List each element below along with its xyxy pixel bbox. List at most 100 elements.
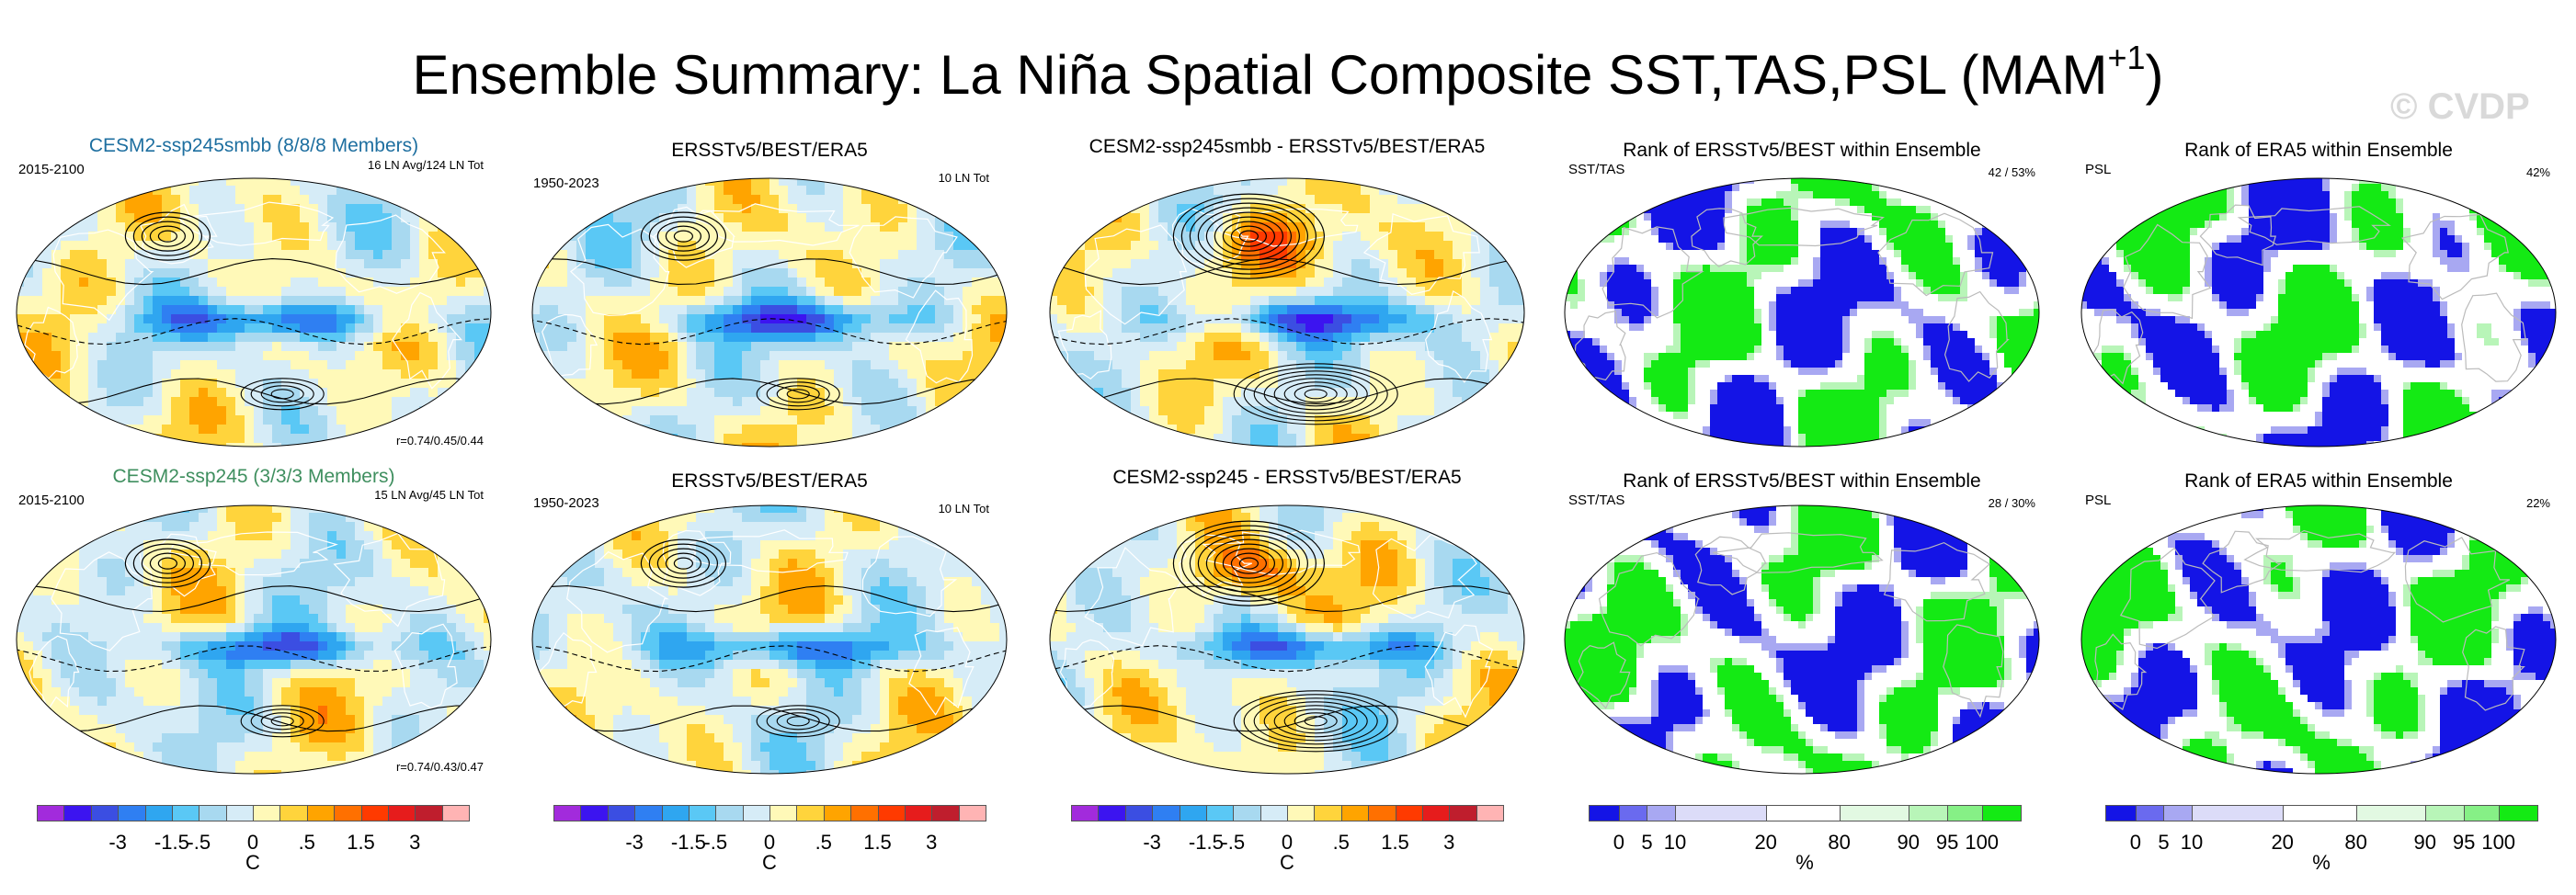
colorbar-swatch: [415, 805, 443, 821]
colorbar-swatch: [63, 805, 92, 821]
colorbar-tick-label: .5: [815, 831, 832, 854]
colorbar-tick-label: 90: [1897, 831, 1921, 854]
colorbar-swatch: [796, 805, 825, 821]
panel-title-r1c5: Rank of ERA5 within Ensemble: [2184, 140, 2453, 161]
count-r2c2: 10 LN Tot: [938, 502, 989, 515]
map-r1c4: [1564, 177, 2040, 448]
period-r1c2: 1950-2023: [533, 176, 599, 191]
colorbar-swatch: [441, 805, 470, 821]
var-r2c4: SST/TAS: [1568, 493, 1625, 508]
colorbar-swatch: [1675, 805, 1767, 821]
colorbar-swatch: [1421, 805, 1451, 821]
colorbar-swatch: [1765, 805, 1841, 821]
var-r1c5: PSL: [2085, 162, 2112, 177]
colorbar-unit: %: [2312, 851, 2331, 874]
colorbar-swatch: [634, 805, 663, 821]
colorbar-swatch: [2424, 805, 2466, 821]
map-r2c3: [1049, 504, 1525, 775]
colorbar-swatch: [144, 805, 173, 821]
colorbar-swatch: [931, 805, 960, 821]
colorbar-swatch: [742, 805, 770, 821]
colorbar-swatch: [607, 805, 636, 821]
colorbar-swatch: [1981, 805, 2022, 821]
map-r1c1: [16, 177, 492, 448]
panel-title-r1c3: CESM2-ssp245smbb - ERSSTv5/BEST/ERA5: [1089, 136, 1486, 157]
colorbar-swatch: [2282, 805, 2357, 821]
colorbar-swatch: [199, 805, 227, 821]
colorbar-tick-label: 5: [2158, 831, 2170, 854]
panel-title-r1c1: CESM2-ssp245smbb (8/8/8 Members): [88, 135, 419, 156]
colorbar-unit: C: [245, 851, 260, 874]
colorbar-swatch: [715, 805, 744, 821]
colorbar-tick-label: 1.5: [1381, 831, 1409, 854]
colorbar-swatch: [1124, 805, 1154, 821]
rank-r2c5: 22%: [2525, 496, 2550, 510]
count-r2c1: 15 LN Avg/45 LN Tot: [374, 488, 484, 502]
rank-r2c4: 28 / 30%: [1988, 496, 2035, 510]
colorbar-tick-label: -3: [625, 831, 644, 854]
colorbar-swatch: [1071, 805, 1100, 821]
count-r1c1: 16 LN Avg/124 LN Tot: [367, 158, 484, 172]
period-r2c2: 1950-2023: [533, 495, 599, 511]
colorbar-tick-label: 0: [2129, 831, 2142, 854]
colorbar-swatch: [1287, 805, 1316, 821]
colorbar-tick-label: 3: [1443, 831, 1455, 854]
colorbar-swatch: [1476, 805, 1504, 821]
panel-title-r2c2: ERSSTv5/BEST/ERA5: [671, 470, 868, 492]
colorbar-swatch: [2135, 805, 2165, 821]
colorbar-swatch: [1233, 805, 1261, 821]
colorbar-unit: %: [1795, 851, 1814, 874]
colorbar-swatch: [171, 805, 200, 821]
colorbar-swatch: [553, 805, 582, 821]
colorbar-tick-label: 1.5: [863, 831, 892, 854]
colorbar-swatch: [877, 805, 906, 821]
colorbar-tick-label: 10: [2180, 831, 2204, 854]
colorbar-swatch: [37, 805, 65, 821]
figure-title: Ensemble Summary: La Niña Spatial Compos…: [412, 39, 2164, 106]
colorbar-tick-label: 95: [2452, 831, 2476, 854]
map-r2c4: [1564, 504, 2040, 775]
colorbar-tick-label: 95: [1935, 831, 1959, 854]
colorbar-tick-label: -3: [1143, 831, 1161, 854]
colorbar-tick-label: 0: [763, 831, 776, 854]
colorbar-tick-label: 0: [1281, 831, 1294, 854]
colorbar-swatch: [253, 805, 281, 821]
colorbar-swatch: [2498, 805, 2538, 821]
colorbar-swatch: [1368, 805, 1396, 821]
colorbar-tick-label: -3: [108, 831, 127, 854]
colorbar-swatch: [688, 805, 717, 821]
colorbar-swatch: [823, 805, 852, 821]
colorbar-tick-label: .5: [298, 831, 315, 854]
colorbar-tick-label: -1.5: [1188, 831, 1224, 854]
rank-r1c4: 42 / 53%: [1988, 165, 2035, 179]
colorbar-tick-label: -.5: [1221, 831, 1246, 854]
map-r2c5: [2080, 504, 2557, 775]
count-r1c2: 10 LN Tot: [938, 171, 989, 185]
colorbar-tick-label: -1.5: [154, 831, 189, 854]
colorbar-swatch: [2192, 805, 2284, 821]
colorbar-swatch: [1589, 805, 1620, 821]
panel-title-r2c1: CESM2-ssp245 (3/3/3 Members): [112, 466, 395, 487]
colorbar-swatch: [958, 805, 986, 821]
colorbar-tick-label: 20: [2271, 831, 2294, 854]
colorbar-tick-label: -.5: [703, 831, 728, 854]
colorbar-swatch: [1449, 805, 1477, 821]
colorbar-tick-label: 0: [1613, 831, 1625, 854]
colorbar-tick-label: 80: [2344, 831, 2367, 854]
var-r1c4: SST/TAS: [1568, 162, 1625, 177]
colorbar-swatch: [769, 805, 798, 821]
colorbar-swatch: [1152, 805, 1180, 821]
colorbar-tick-label: 3: [409, 831, 421, 854]
colorbar-swatch: [2464, 805, 2500, 821]
colorbar-swatch: [1647, 805, 1676, 821]
panel-title-r2c5: Rank of ERA5 within Ensemble: [2184, 470, 2453, 492]
colorbar-swatch: [2105, 805, 2137, 821]
panel-title-r2c3: CESM2-ssp245 - ERSSTv5/BEST/ERA5: [1112, 467, 1462, 488]
var-r2c5: PSL: [2085, 493, 2112, 508]
colorbar-tick-label: 20: [1754, 831, 1777, 854]
corr-r2c1: r=0.74/0.43/0.47: [395, 760, 484, 774]
colorbar-tick-label: 10: [1663, 831, 1687, 854]
colorbar-swatch: [90, 805, 120, 821]
colorbar-swatch: [1098, 805, 1126, 821]
colorbar-swatch: [1947, 805, 1983, 821]
